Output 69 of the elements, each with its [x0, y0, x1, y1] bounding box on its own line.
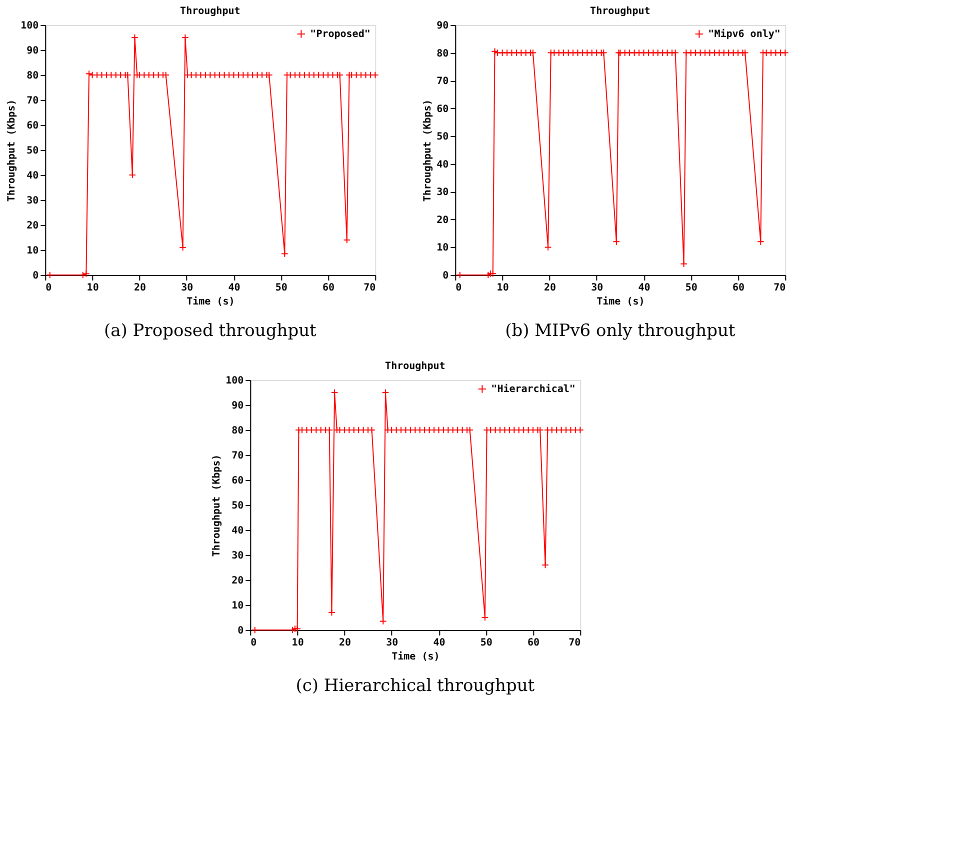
x-axis-title: Time (s): [596, 296, 645, 308]
x-axis-title: Time (s): [392, 650, 440, 662]
y-tick-label: 100: [20, 20, 39, 32]
legend-label: "Hierarchical": [491, 383, 576, 395]
x-tick-label: 70: [364, 282, 376, 294]
y-tick-label: 90: [26, 46, 39, 56]
x-tick-label: 10: [86, 282, 99, 294]
y-tick-label: 90: [232, 400, 244, 412]
x-tick-label: 60: [322, 282, 335, 294]
y-axis-title: Throughput (Kbps): [422, 99, 434, 202]
legend-label: "Mipv6 only": [708, 28, 780, 40]
x-axis-title: Time (s): [186, 296, 235, 308]
y-tick-label: 80: [436, 48, 449, 60]
y-tick-label: 40: [436, 159, 449, 170]
y-tick-label: 10: [436, 242, 449, 254]
y-tick-label: 40: [26, 170, 39, 182]
y-tick-label: 30: [436, 187, 449, 198]
chart-title: Throughput: [385, 361, 446, 372]
y-tick-label: 20: [232, 576, 244, 586]
x-tick-label: 50: [275, 282, 288, 294]
y-tick-label: 0: [238, 626, 244, 636]
x-tick-label: 0: [46, 282, 52, 294]
x-tick-label: 40: [638, 282, 650, 294]
text: (c) Hierarchical throughput: [296, 676, 535, 696]
x-tick-label: 50: [480, 638, 492, 648]
y-tick-label: 50: [436, 132, 449, 143]
x-tick-label: 30: [386, 638, 398, 648]
y-tick-label: 0: [32, 270, 39, 282]
x-tick-label: 60: [528, 638, 540, 648]
x-tick-label: 20: [338, 638, 351, 648]
y-tick-label: 70: [436, 76, 449, 88]
y-tick-label: 50: [232, 500, 244, 512]
y-axis-title: Throughput (Kbps): [212, 454, 223, 557]
y-tick-label: 20: [436, 214, 449, 226]
y-tick-label: 60: [232, 476, 244, 486]
text: (a) Proposed throughput: [104, 321, 317, 341]
y-tick-label: 50: [26, 146, 39, 156]
y-tick-label: 10: [26, 246, 39, 256]
x-tick-label: 50: [685, 282, 698, 294]
y-tick-label: 0: [442, 270, 449, 282]
x-tick-label: 70: [568, 638, 581, 648]
text: (b) MIPv6 only throughput: [505, 321, 736, 341]
y-tick-label: 60: [26, 120, 39, 132]
y-tick-label: 40: [232, 526, 244, 536]
y-tick-label: 90: [436, 20, 449, 32]
y-tick-label: 100: [226, 376, 244, 386]
legend-label: "Proposed": [310, 29, 370, 40]
y-tick-label: 30: [26, 196, 39, 206]
x-tick-label: 10: [496, 282, 509, 294]
chart-title: Throughput: [590, 6, 650, 17]
x-tick-label: 0: [456, 282, 462, 294]
x-tick-label: 0: [250, 638, 257, 648]
y-tick-label: 10: [232, 600, 244, 612]
y-tick-label: 20: [26, 220, 39, 232]
y-axis-title: Throughput (Kbps): [6, 99, 18, 202]
x-tick-label: 70: [774, 282, 786, 294]
x-tick-label: 20: [544, 282, 556, 294]
y-tick-label: 70: [232, 450, 244, 462]
y-tick-label: 60: [436, 104, 449, 115]
chart-title: Throughput: [180, 6, 240, 17]
x-tick-label: 30: [591, 282, 604, 294]
y-tick-label: 80: [26, 70, 39, 82]
y-tick-label: 30: [232, 550, 244, 562]
x-tick-label: 10: [292, 638, 304, 648]
x-tick-label: 60: [732, 282, 745, 294]
y-tick-label: 70: [26, 96, 39, 106]
y-tick-label: 80: [232, 426, 244, 436]
x-tick-label: 20: [134, 282, 146, 294]
x-tick-label: 30: [181, 282, 194, 294]
